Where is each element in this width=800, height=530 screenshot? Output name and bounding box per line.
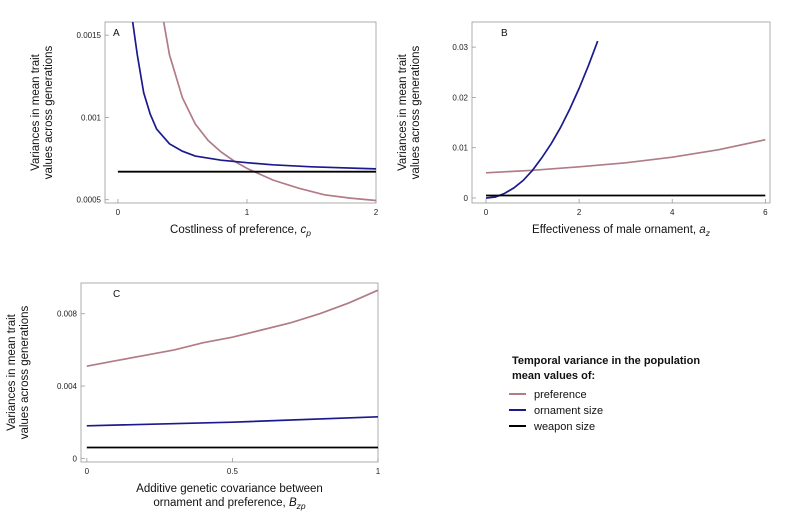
plot-frame [104,21,377,204]
y-axis-label: values across generations [19,305,31,439]
legend-label-preference: preference [534,389,587,401]
y-tick-label: 0 [464,194,469,203]
x-tick-label: 0 [484,208,489,217]
plot-frame [80,282,379,463]
x-tick-label: 2 [577,208,582,217]
x-tick-label: 2 [374,208,379,217]
panel-c: 0 0.5 1 0 0.004 0.008 C Variances in mean trait… [6,282,381,511]
y-tick-label: 0.03 [452,43,468,52]
x-tick-label: 0.5 [227,467,239,476]
legend-label-weapon-size: weapon size [533,421,595,433]
legend: Temporal variance in the population mean … [509,355,700,433]
x-axis-label: Additive genetic covariance between [136,483,323,495]
x-axis-label: Costliness of preference, cp [170,224,311,238]
panel-letter: A [113,28,120,39]
y-tick-label: 0.001 [81,113,102,122]
x-tick-label: 1 [245,208,250,217]
y-tick-label: 0.0005 [77,196,102,205]
panel-letter: B [501,28,508,39]
y-tick-label: 0.01 [452,144,468,153]
y-axis-label: values across generations [410,45,422,179]
x-tick-label: 6 [763,208,768,217]
y-axis-label: values across generations [43,45,55,179]
series-line-preference [86,289,378,368]
legend-title: Temporal variance in the population [512,355,700,367]
series-line-ornament-size [131,22,376,170]
y-tick-label: 0.0015 [77,31,102,40]
series-line-preference [485,138,766,174]
x-tick-label: 0 [85,467,90,476]
y-tick-label: 0 [73,454,78,463]
y-tick-label: 0.02 [452,93,468,102]
panel-letter: C [113,289,120,300]
series-line-ornament-size [86,415,378,427]
y-axis-label: Variances in mean trait [6,313,18,431]
series-line-preference [162,22,376,202]
y-axis-label: Variances in mean trait [397,53,409,171]
plot-frame [471,21,771,204]
x-tick-label: 4 [670,208,675,217]
x-tick-label: 0 [116,208,121,217]
panel-a: 0 1 2 0.0005 0.001 0.0015 A Variances in mean t… [30,21,379,238]
panel-b: 0 2 4 6 0 0.01 0.02 0.03 B Variances in mean trai… [397,21,771,238]
series-line-ornament-size [485,40,599,199]
y-tick-label: 0.008 [57,310,78,319]
y-axis-label: Variances in mean trait [30,53,42,171]
y-tick-label: 0.004 [57,382,78,391]
x-axis-label: ornament and preference, Bzp [153,497,305,511]
x-tick-label: 1 [376,467,381,476]
legend-label-ornament-size: ornament size [534,405,603,417]
x-axis-label: Effectiveness of male ornament, az [532,224,711,238]
legend-title: mean values of: [512,370,595,382]
